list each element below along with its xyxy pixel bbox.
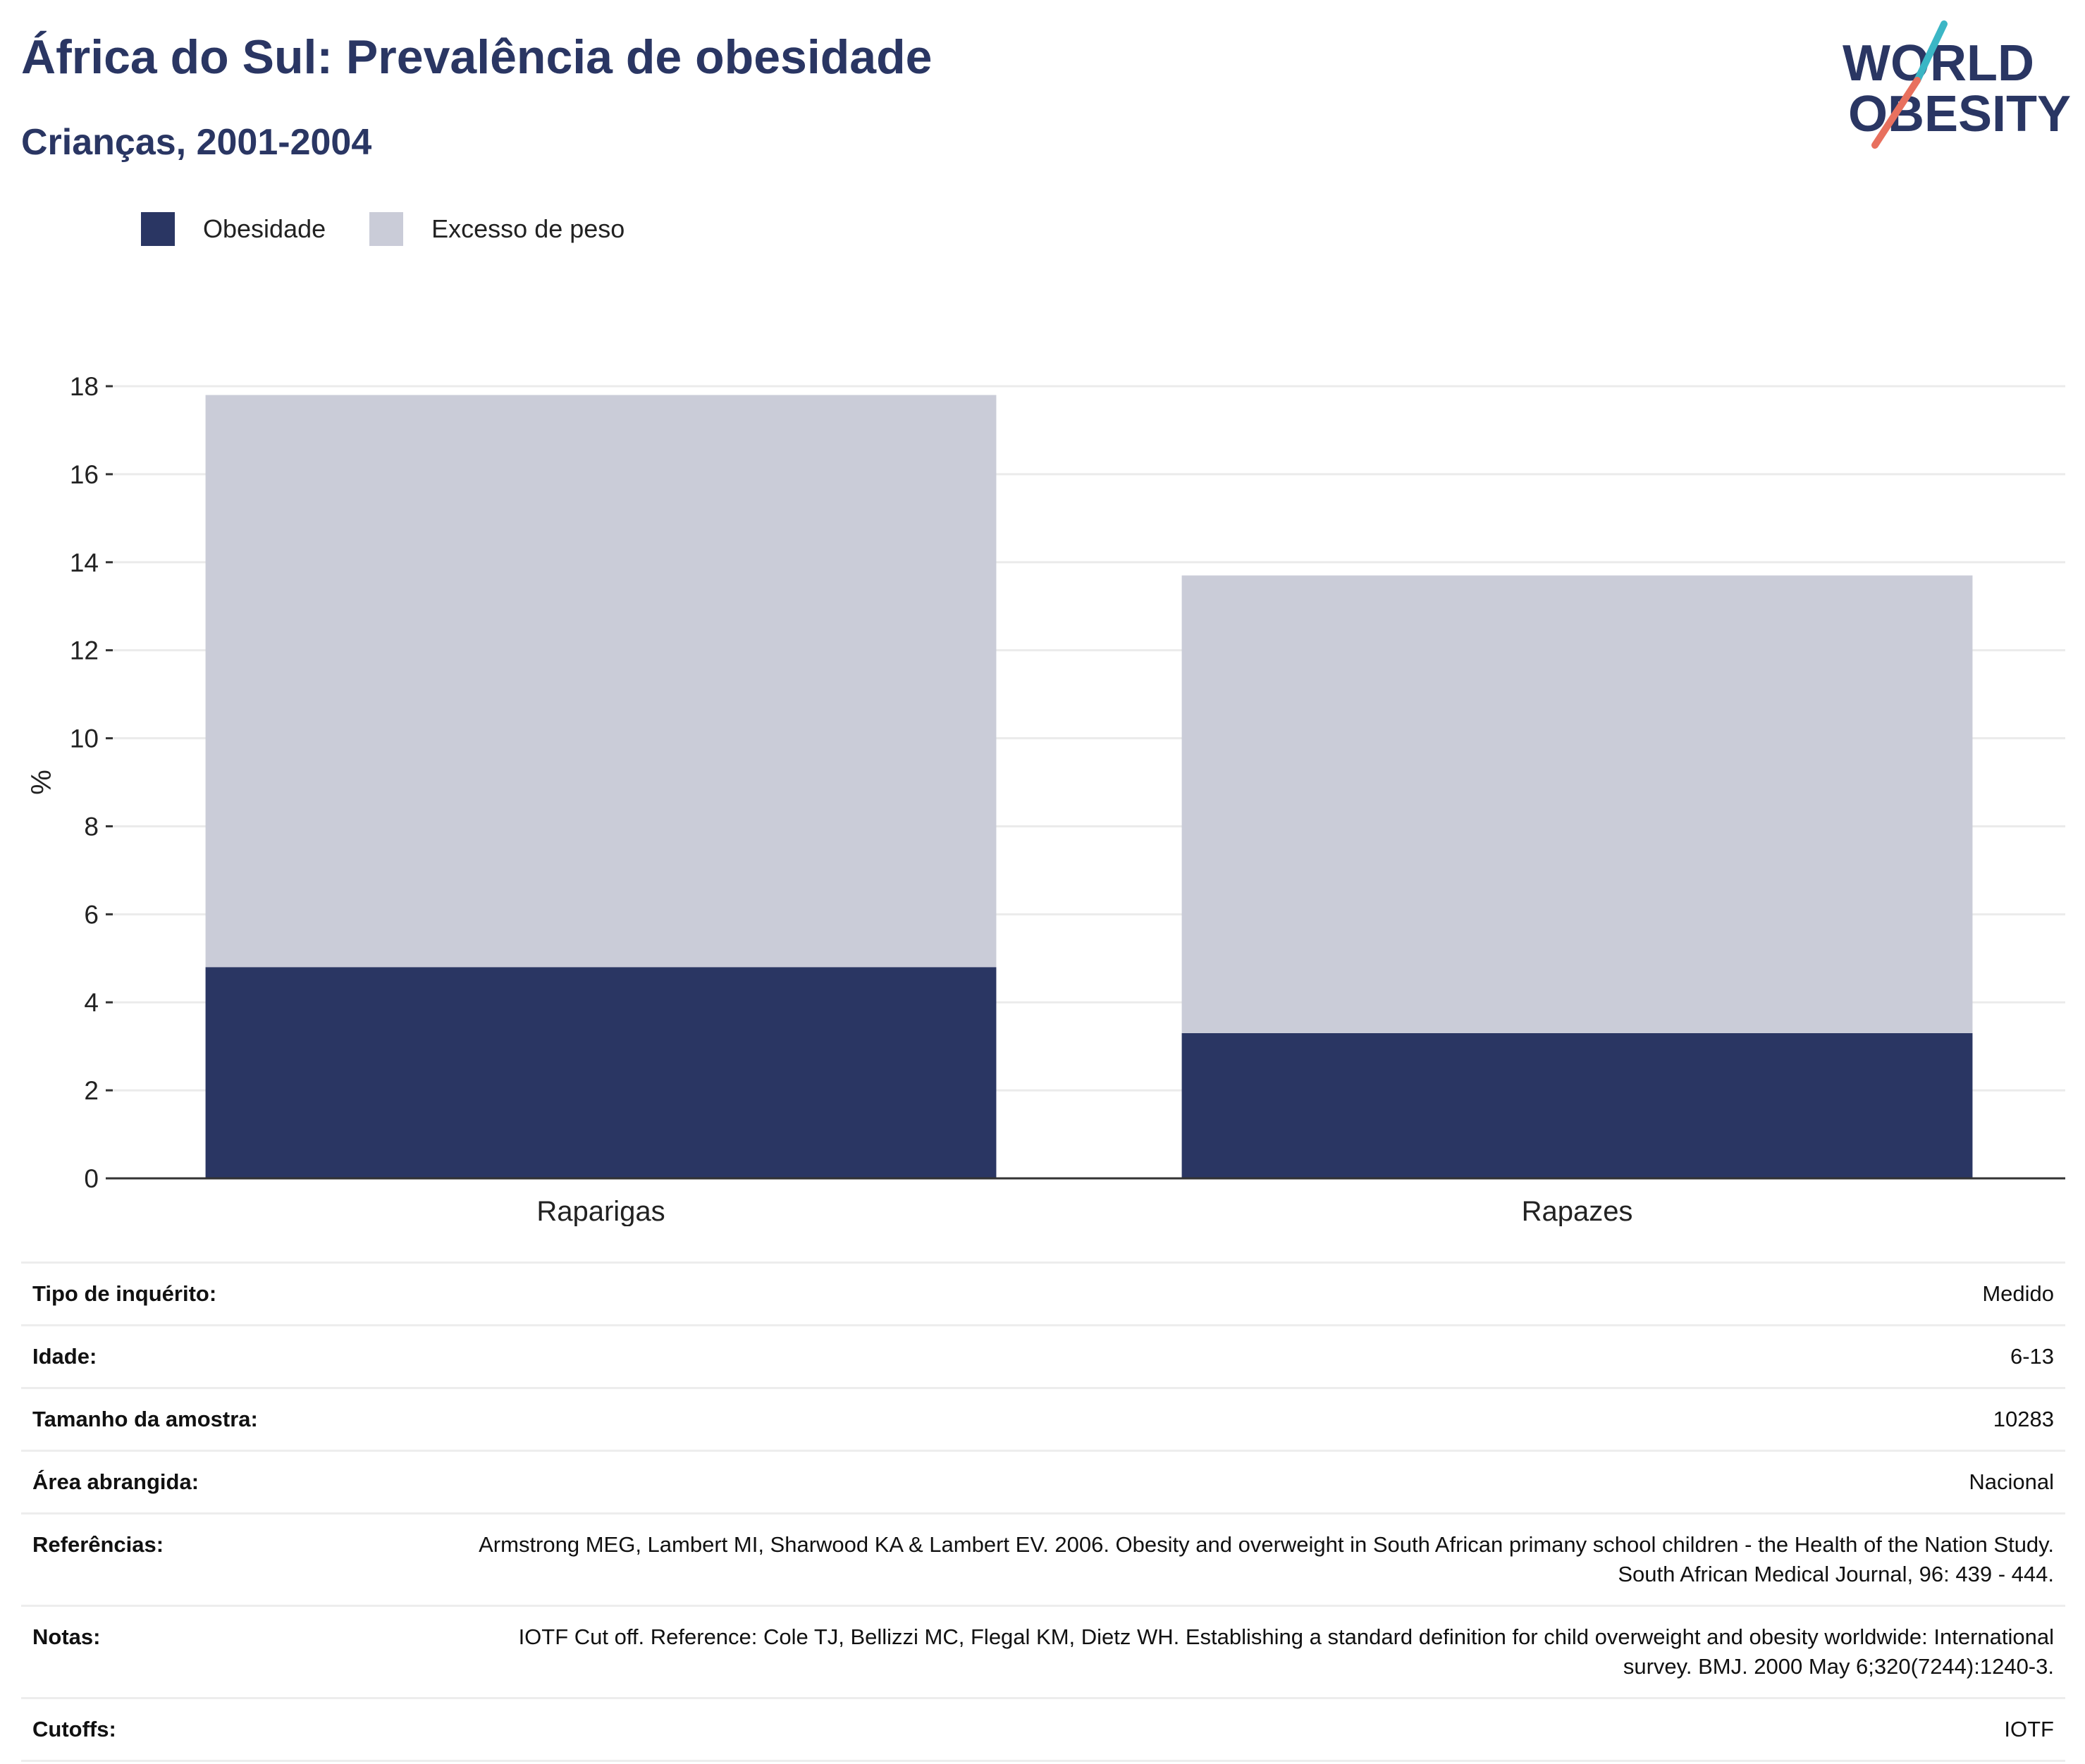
bar-obesidade-1: [1181, 1032, 1973, 1178]
info-row: Cutoffs: IOTF: [21, 1698, 2065, 1761]
y-tick-label: 10: [70, 724, 99, 753]
info-key: Idade:: [32, 1344, 97, 1369]
info-row: Tamanho da amostra: 10283: [21, 1388, 2065, 1451]
y-tick-label: 14: [70, 548, 99, 577]
info-value: Nacional: [1969, 1469, 2054, 1494]
survey-info-table: Tipo de inquérito: Medido Idade: 6-13 Tamanh…: [21, 1262, 2065, 1762]
y-axis-label: %: [26, 770, 57, 795]
info-value: IOTF: [2004, 1717, 2054, 1741]
info-key: Tipo de inquérito:: [32, 1281, 217, 1306]
logo-line-1: WORLD: [1843, 35, 2034, 92]
stacked-bar-chart: 0 2 4 6 8 10 12 14 16 18% Raparigas Rapazes: [26, 372, 2065, 1226]
chart-title: África do Sul: Prevalência de obesidade: [21, 30, 933, 84]
legend-label-obesidade: Obesidade: [203, 214, 326, 243]
legend-swatch-obesidade: [141, 212, 175, 246]
legend-swatch-excesso-de-peso: [369, 212, 404, 246]
y-tick-label: 0: [84, 1164, 99, 1193]
info-key: Cutoffs:: [32, 1717, 116, 1741]
world-obesity-logo: WORLD OBESITY: [1843, 20, 2071, 149]
info-row: Notas: IOTF Cut off. Reference: Cole TJ, …: [21, 1605, 2065, 1698]
y-tick-label: 6: [84, 900, 99, 929]
y-tick-label: 18: [70, 372, 99, 401]
info-value: Medido: [1982, 1281, 2054, 1306]
info-value: 6-13: [2010, 1344, 2054, 1369]
info-key: Área abrangida:: [32, 1469, 199, 1494]
info-row: Área abrangida: Nacional: [21, 1450, 2065, 1514]
info-value: Armstrong MEG, Lambert MI, Sharwood KA &…: [479, 1532, 2054, 1586]
x-category-label: Rapazes: [1522, 1196, 1633, 1226]
y-tick-label: 4: [84, 988, 99, 1017]
legend: Obesidade Excesso de peso: [141, 210, 668, 248]
info-value: IOTF Cut off. Reference: Cole TJ, Belliz…: [518, 1624, 2054, 1679]
legend-item-excesso-de-peso[interactable]: Excesso de peso: [369, 212, 625, 246]
bar-excesso-de-peso-1: [1181, 575, 1973, 1033]
logo-slash-coral: [1871, 77, 1921, 149]
info-key: Notas:: [32, 1624, 101, 1649]
info-row: Idade: 6-13: [21, 1325, 2065, 1388]
info-row: Referências: Armstrong MEG, Lambert MI, S…: [21, 1513, 2065, 1606]
legend-item-obesidade[interactable]: Obesidade: [141, 212, 326, 246]
y-tick-label: 16: [70, 460, 99, 489]
chart-subtitle: Crianças, 2001-2004: [21, 122, 372, 163]
bar-obesidade-0: [205, 967, 997, 1178]
y-tick-label: 8: [84, 812, 99, 841]
info-key: Referências:: [32, 1532, 164, 1557]
info-value: 10283: [1993, 1407, 2054, 1431]
logo-slash-teal: [1914, 20, 1948, 84]
y-tick-label: 12: [70, 636, 99, 665]
info-key: Tamanho da amostra:: [32, 1407, 258, 1431]
x-category-label: Raparigas: [536, 1196, 665, 1226]
legend-label-excesso-de-peso: Excesso de peso: [431, 214, 625, 243]
y-tick-label: 2: [84, 1076, 99, 1105]
info-row: Tipo de inquérito: Medido: [21, 1262, 2065, 1326]
bar-excesso-de-peso-0: [205, 395, 997, 968]
